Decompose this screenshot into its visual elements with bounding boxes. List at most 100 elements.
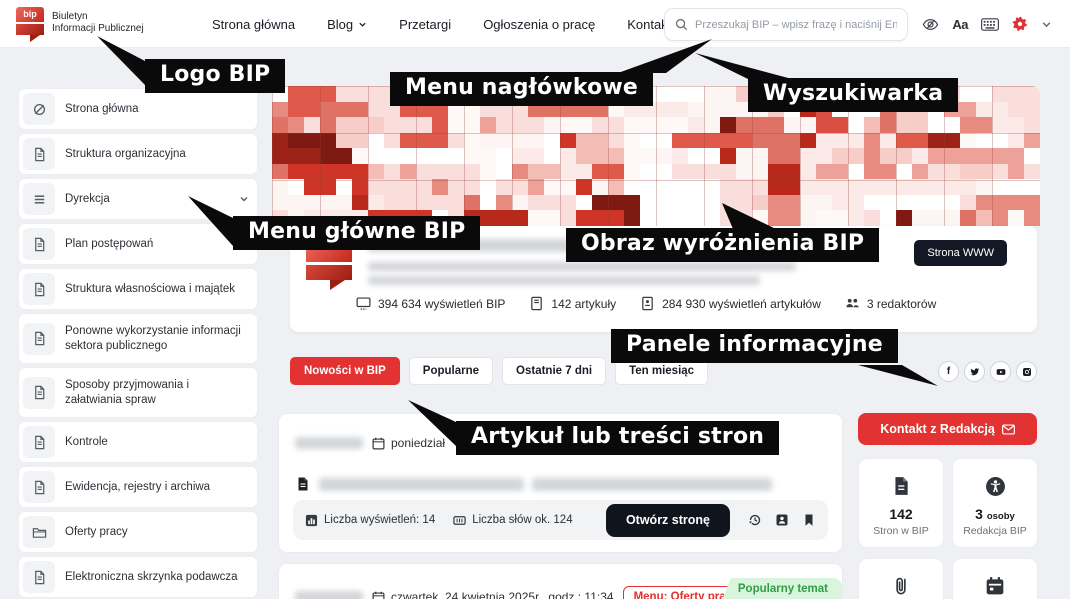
author-name-blurred	[295, 591, 363, 599]
contact-editors-button[interactable]: Kontakt z Redakcją	[858, 413, 1037, 445]
search-icon	[675, 18, 688, 31]
history-icon[interactable]	[748, 513, 762, 527]
sidebar-item[interactable]: Ewidencja, rejestry i archiwa	[18, 466, 258, 508]
book-icon	[642, 296, 653, 311]
sidebar-item[interactable]: Sposoby przyjmowania i załatwiania spraw	[18, 367, 258, 418]
sidebar-item-label: Ewidencja, rejestry i archiwa	[65, 480, 211, 493]
panel-card-attachments[interactable]	[858, 558, 944, 599]
profile-description-blurred	[368, 262, 796, 271]
header-nav: Strona główna Blog Przetargi Ogłoszenia …	[212, 0, 671, 48]
font-size-icon[interactable]: Aa	[952, 16, 968, 32]
sidebar-item-label: Sposoby przyjmowania i załatwiania spraw	[65, 378, 190, 406]
article-card[interactable]: czwartek, 24 kwietnia 2025r., godz.: 11:…	[278, 563, 843, 599]
callout-artykul-tresci: Artykuł lub treści stron	[456, 421, 780, 455]
author-name-blurred	[295, 437, 363, 449]
document-icon	[892, 475, 910, 497]
sidebar-item[interactable]: Struktura własnościowa i majątek	[18, 268, 258, 310]
settings-gear-icon[interactable]	[1012, 16, 1028, 32]
tab-ostatnie-7-dni[interactable]: Ostatnie 7 dni	[502, 357, 607, 385]
accessibility-icon	[985, 475, 1006, 497]
bookmark-icon[interactable]	[802, 513, 816, 527]
doc-icon	[23, 471, 55, 503]
nav-kontakt[interactable]: Kontakt	[627, 16, 672, 32]
popular-topic-badge: Popularny temat	[721, 578, 842, 599]
callout-menu-naglowkowe: Menu nagłówkowe	[390, 72, 654, 106]
book-icon	[531, 296, 543, 311]
views-count: Liczba wyświetleń: 14	[305, 514, 435, 527]
nav-blog[interactable]: Blog	[327, 17, 367, 32]
contrast-eye-icon[interactable]	[922, 16, 939, 33]
tab-nowosci-w-bip[interactable]: Nowości w BIP	[290, 357, 400, 385]
pages-count: 142	[889, 506, 913, 522]
panel-card-pages[interactable]: 142 Stron w BIP	[858, 458, 944, 548]
article-title-row	[295, 476, 772, 492]
doc-icon	[23, 273, 55, 305]
doc-icon	[23, 228, 55, 260]
header-tools: Aa	[922, 0, 1052, 48]
website-button[interactable]: Strona WWW	[914, 240, 1007, 266]
sidebar-item-label: Struktura własnościowa i majątek	[65, 282, 236, 295]
monitor-icon	[356, 297, 371, 310]
chevron-down-icon	[239, 194, 249, 204]
sidebar-item-label: Strona główna	[65, 102, 139, 115]
words-count: Liczba słów ok. 124	[453, 514, 573, 527]
sidebar-item[interactable]: Ponowne wykorzystanie informacji sektora…	[18, 313, 258, 364]
youtube-icon[interactable]	[990, 361, 1011, 382]
document-icon	[298, 477, 308, 491]
pages-label: Stron w BIP	[873, 525, 929, 537]
callout-wyszukiwarka: Wyszukiwarka	[748, 78, 959, 112]
article-header: poniedział	[295, 436, 445, 450]
info-tabs: Nowości w BIP Popularne Ostatnie 7 dni T…	[290, 357, 709, 385]
callout-menu-glowne-bip: Menu główne BIP	[233, 216, 481, 250]
sidebar-item[interactable]: Elektroniczna skrzynka podawcza	[18, 556, 258, 598]
sidebar-item[interactable]: Plan postępowań	[18, 223, 258, 265]
nav-ogloszenia[interactable]: Ogłoszenia o pracę	[483, 16, 596, 32]
facebook-icon[interactable]: f	[938, 361, 959, 382]
search-box[interactable]	[664, 8, 908, 41]
twitter-icon[interactable]	[964, 361, 985, 382]
logo-line2: Informacji Publicznej	[52, 23, 144, 34]
stat-views-bip: 394 634 wyświetleń BIP	[356, 296, 505, 311]
envelope-icon	[1001, 423, 1015, 435]
stat-article-views: 284 930 wyświetleń artykułów	[640, 296, 821, 311]
nav-strona-glowna[interactable]: Strona główna	[212, 16, 296, 32]
logo-line1: Biuletyn	[52, 10, 88, 22]
chevron-down-icon[interactable]	[1041, 19, 1052, 30]
profile-stats: 394 634 wyświetleń BIP 142 artykuły 284 …	[356, 296, 936, 311]
sidebar-item[interactable]: Kontrole	[18, 421, 258, 463]
list-icon	[23, 183, 55, 215]
doc-icon	[23, 376, 55, 409]
article-header: czwartek, 24 kwietnia 2025r., godz.: 11:…	[295, 586, 750, 599]
bip-logo[interactable]: bip Biuletyn Informacji Publicznej	[16, 7, 144, 42]
sidebar-item[interactable]: Dyrekcja	[18, 178, 258, 220]
bip-logo-badge-text: bip	[16, 7, 44, 22]
calendar-icon	[985, 575, 1005, 597]
tab-popularne[interactable]: Popularne	[408, 357, 494, 385]
nav-przetargi[interactable]: Przetargi	[399, 16, 452, 32]
sidebar-item-label: Elektroniczna skrzynka podawcza	[65, 570, 238, 583]
instagram-icon[interactable]	[1016, 361, 1037, 382]
chevron-down-icon	[359, 22, 366, 27]
doc-icon	[23, 426, 55, 458]
search-input[interactable]	[695, 18, 897, 31]
callout-logo-bip: Logo BIP	[145, 59, 286, 93]
sidebar-item[interactable]: Struktura organizacyjna	[18, 133, 258, 175]
keyboard-icon[interactable]	[981, 17, 999, 31]
panel-card-calendar[interactable]	[952, 558, 1038, 599]
sidebar-item-label: Dyrekcja	[65, 192, 110, 205]
main-menu-bip: Strona główna Struktura organizacyjna Dyre…	[18, 88, 258, 599]
sidebar-item-label: Plan postępowań	[65, 237, 154, 250]
social-links: f	[938, 361, 1037, 382]
sidebar-item[interactable]: Strona główna	[18, 88, 258, 130]
sidebar-item-label: Struktura organizacyjna	[65, 147, 186, 160]
folder-icon	[23, 516, 55, 548]
callout-panele-informacyjne: Panele informacyjne	[611, 329, 898, 363]
article-date: poniedział	[372, 436, 445, 450]
author-badge-icon[interactable]	[775, 513, 789, 527]
open-page-button[interactable]: Otwórz stronę	[605, 503, 730, 537]
sidebar-item[interactable]: Oferty pracy	[18, 511, 258, 553]
sidebar-item-label: Oferty pracy	[65, 525, 128, 538]
calendar-icon	[372, 591, 385, 599]
panel-card-editors[interactable]: 3 osoby Redakcja BIP	[952, 458, 1038, 548]
